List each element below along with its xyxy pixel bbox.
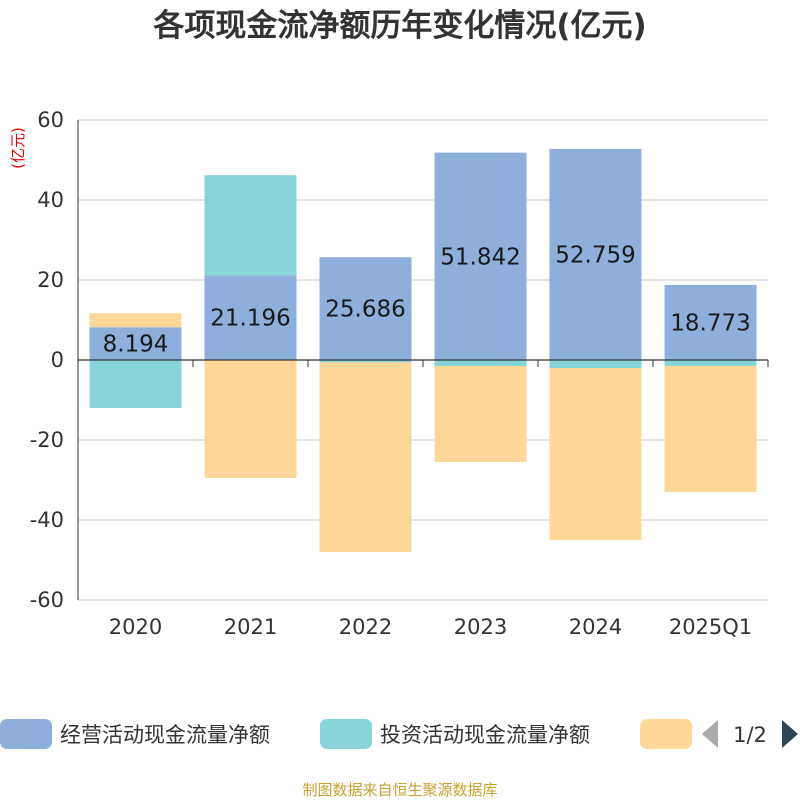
x-tick-label: 2025Q1 bbox=[669, 615, 752, 639]
legend-swatch[interactable] bbox=[0, 719, 52, 749]
bar-series-3 bbox=[434, 366, 527, 462]
bar-series-2 bbox=[664, 360, 757, 366]
data-labels: 8.194 21.196 25.686 51.842 52.759 18.773 bbox=[103, 242, 751, 357]
bar-series-1 bbox=[549, 148, 642, 360]
x-tick-label: 2024 bbox=[569, 615, 622, 639]
y-tick-label: 0 bbox=[51, 348, 64, 372]
bar-series-1 bbox=[319, 257, 412, 360]
y-tick-label: -20 bbox=[30, 428, 64, 452]
bar-series-2 bbox=[89, 360, 182, 408]
bar-series-2 bbox=[434, 360, 527, 366]
y-tick-label: -60 bbox=[30, 588, 64, 612]
bar-series-2 bbox=[319, 360, 412, 363]
legend-label[interactable]: 投资活动现金流量净额 bbox=[380, 723, 590, 747]
x-tick-label: 2020 bbox=[109, 615, 162, 639]
legend-swatch[interactable] bbox=[320, 719, 372, 749]
y-tick-label: -40 bbox=[30, 508, 64, 532]
bar-series-1 bbox=[89, 327, 182, 360]
chart-title: 各项现金流净额历年变化情况(亿元) bbox=[152, 8, 646, 44]
bar-value-label: 8.194 bbox=[103, 332, 169, 358]
bar-series-1 bbox=[434, 152, 527, 360]
y-tick-label: 20 bbox=[37, 268, 64, 292]
legend-page-indicator: 1/2 bbox=[733, 723, 767, 747]
legend: 经营活动现金流量净额 投资活动现金流量净额 1/2 bbox=[0, 719, 798, 749]
y-axis-unit: (亿元) bbox=[9, 127, 27, 169]
bar-value-label: 25.686 bbox=[325, 297, 405, 323]
bar-value-label: 52.759 bbox=[555, 242, 635, 268]
bar-series-1 bbox=[204, 275, 297, 360]
x-tick-label: 2021 bbox=[224, 615, 277, 639]
bar-series-2 bbox=[204, 175, 297, 276]
bar-value-label: 51.842 bbox=[440, 244, 520, 270]
bars bbox=[89, 148, 757, 552]
bar-series-3 bbox=[664, 366, 757, 492]
legend-next-page-icon[interactable] bbox=[782, 720, 798, 748]
source-note: 制图数据来自恒生聚源数据库 bbox=[302, 781, 497, 799]
bar-series-2 bbox=[549, 360, 642, 368]
bar-series-3 bbox=[319, 362, 412, 552]
legend-swatch[interactable] bbox=[640, 719, 692, 749]
bar-series-3 bbox=[549, 368, 642, 540]
legend-prev-page-icon[interactable] bbox=[702, 720, 718, 748]
legend-label[interactable]: 经营活动现金流量净额 bbox=[60, 723, 270, 747]
bar-series-1 bbox=[664, 284, 757, 360]
x-tick-label: 2023 bbox=[454, 615, 507, 639]
bar-series-3 bbox=[89, 313, 182, 328]
bar-value-label: 18.773 bbox=[670, 310, 750, 336]
bar-series-3 bbox=[204, 360, 297, 478]
bar-value-label: 21.196 bbox=[210, 306, 290, 332]
y-tick-label: 40 bbox=[37, 188, 64, 212]
axes: -60 -40 -20 0 20 40 60 2020 2021 2022 2023 2024 2025… bbox=[30, 108, 769, 639]
x-tick-label: 2022 bbox=[339, 615, 392, 639]
y-tick-label: 60 bbox=[37, 108, 64, 132]
